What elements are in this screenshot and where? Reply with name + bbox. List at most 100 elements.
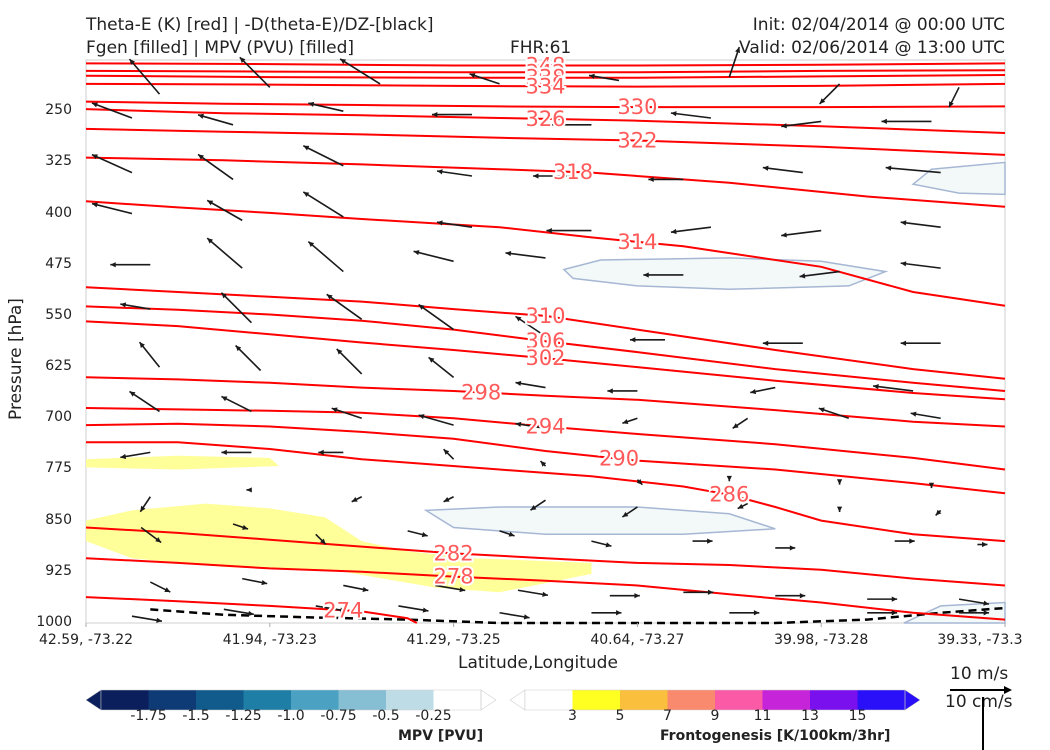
wind-vector [505,250,546,259]
fgen-region [86,503,592,593]
x-tick-label: 41.29, -73.25 [406,632,501,648]
wind-vector [609,593,640,599]
theta-e-contour-label: 294 [525,414,565,438]
theta-e-contour-label: 342 [525,60,565,84]
colorbar-swatch [148,690,197,710]
y-tick-label: 850 [45,511,72,528]
wind-vector [308,101,344,112]
wind-vector [326,293,363,320]
colorbar-extend-left [510,689,526,711]
wind-vector [418,414,454,426]
wind-vector [139,496,151,513]
wind-key-arrows [950,686,1012,750]
wind-vector [239,56,271,88]
colorbar-tick-label: -1.0 [277,708,305,724]
title-line-1: Theta-E (K) [red] | -D(theta-E)/DZ-[blac… [86,15,434,35]
colorbar-swatch [857,690,906,710]
wind-vector [499,530,515,537]
wind-vector [977,541,988,548]
wind-vector [235,344,262,372]
wind-vector [138,341,161,368]
wind-vector [197,113,234,126]
colorbar-extend-right [480,689,496,711]
theta-e-contour-label: 278 [434,565,474,589]
wind-vector [315,605,346,613]
wind-vector [881,118,932,125]
wind-vector [910,411,941,420]
wind-vector [799,270,840,279]
wind-vector [318,449,344,456]
theta-e-contour [85,82,1006,88]
colorbar-swatch [810,690,858,710]
colorbar-outline [100,689,482,711]
theta-e-contour [85,127,1006,156]
wind-vector [120,302,151,310]
wind-vector [302,145,344,167]
wind-key-label-top: 10 m/s [950,664,1009,684]
wind-vector [343,584,369,592]
colorbar-tick-label: -0.75 [320,708,357,724]
wind-vector [443,448,455,460]
wind-vector [206,199,243,222]
wind-vector [398,605,429,613]
wind-vector [131,615,163,623]
wind-vector [517,589,549,597]
wind-vector [499,611,530,620]
wind-vector [533,173,574,179]
wind-vector [242,577,268,586]
wind-vector [246,487,252,493]
theta-e-contour [85,526,1006,587]
wind-vector [128,58,161,95]
wind-vector [729,610,760,616]
wind-vector [91,153,133,174]
wind-vector [935,509,942,516]
theta-e-contour [85,557,1006,621]
wind-vector [91,102,133,119]
colorbar-swatch [291,690,339,710]
wind-vector [750,386,776,395]
fgen-region [86,455,279,470]
theta-e-contour-label: 310 [525,304,565,328]
wind-vector [315,533,327,545]
wind-vector [140,526,162,544]
wind-vector [220,292,252,324]
wind-vector [885,165,941,174]
wind-vector [648,176,684,183]
theta-e-contour [85,62,1006,67]
wind-vector [818,407,850,420]
colorbar-swatch [762,690,811,710]
wind-vector [775,593,806,599]
wind-vector [588,73,620,82]
theta-e-contour [85,100,1006,109]
wind-vector [539,460,547,467]
wind-vector [873,384,914,392]
wind-vector [728,46,741,78]
wind-vector [331,407,362,420]
wind-vector [407,530,428,538]
wind-vector [515,421,546,430]
wind-vector [413,250,454,263]
theta-e-contour [85,422,1006,495]
theta-e-contour-label: 298 [461,380,501,404]
wind-vector [781,120,822,129]
colorbar-tick-label: -1.25 [225,708,262,724]
y-axis-label: Pressure [hPa] [6,298,26,420]
wind-vector [900,220,941,228]
wind-vector [351,496,363,503]
theta-e-contour [85,407,1006,471]
colorbar-tick-label: 3 [568,708,577,724]
colorbar-tick-label: 13 [801,708,819,724]
wind-vector [867,596,898,602]
wind-vector [819,83,841,105]
theta-e-contour [85,320,1006,401]
theta-e-contour-label: 290 [599,447,639,471]
theta-e-contour [85,108,1006,134]
wind-vector [302,191,344,218]
wind-vector [683,589,714,595]
wind-vector [737,502,749,510]
wind-vector [607,388,638,394]
wind-vector [232,523,249,530]
wind-vector [110,262,151,268]
wind-vector [621,506,638,518]
